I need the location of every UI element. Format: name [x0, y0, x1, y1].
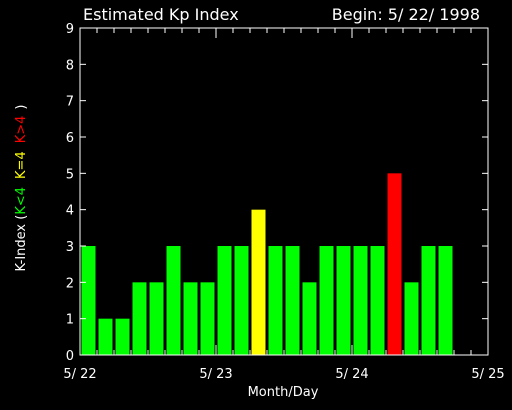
y-axis-label-prefix: K-Index (: [14, 215, 29, 272]
y-axis-label-suffix: ): [14, 104, 29, 109]
y-tick-label: 9: [66, 22, 74, 37]
bar: [149, 282, 164, 355]
y-tick-label: 2: [66, 276, 74, 291]
x-tick-label: 5/ 23: [199, 367, 232, 382]
bar: [438, 246, 453, 355]
bar: [81, 246, 96, 355]
bar: [285, 246, 300, 355]
y-tick-label: 7: [66, 95, 74, 110]
bar: [353, 246, 368, 355]
bar: [268, 246, 283, 355]
bar: [251, 209, 266, 355]
x-tick-label: 5/ 25: [471, 367, 504, 382]
y-tick-label: 1: [66, 313, 74, 328]
bar: [183, 282, 198, 355]
legend-label-low: K<4: [14, 187, 29, 215]
legend-label-equal: K=4: [14, 151, 29, 179]
bar: [98, 318, 113, 355]
bar: [336, 246, 351, 355]
bar: [319, 246, 334, 355]
bars-group: [81, 173, 453, 355]
bar: [234, 246, 249, 355]
y-tick-label: 6: [66, 131, 74, 146]
bar: [370, 246, 385, 355]
y-tick-label: 4: [66, 204, 74, 219]
bar: [404, 282, 419, 355]
y-tick-label: 0: [66, 349, 74, 364]
y-tick-label: 8: [66, 58, 74, 73]
legend-label-high: K>4: [14, 116, 29, 144]
bar: [115, 318, 130, 355]
y-axis-label: K-Index (K<4 K=4 K>4): [14, 104, 29, 271]
y-ticks-group: 0 1 2 3 4 5 6 7 8 9: [66, 22, 488, 364]
bar: [217, 246, 232, 355]
y-tick-label: 5: [66, 167, 74, 182]
bar: [302, 282, 317, 355]
x-tick-label: 5/ 22: [63, 367, 96, 382]
bar: [200, 282, 215, 355]
x-ticks-group: 5/ 22 5/ 23 5/ 24 5/ 25: [63, 28, 505, 382]
bar: [132, 282, 147, 355]
begin-date-label: Begin: 5/ 22/ 1998: [332, 5, 480, 24]
x-axis-label: Month/Day: [248, 385, 319, 400]
bar: [387, 173, 402, 355]
y-tick-label: 3: [66, 240, 74, 255]
bar: [166, 246, 181, 355]
bar: [421, 246, 436, 355]
chart-title: Estimated Kp Index: [83, 5, 239, 24]
x-tick-label: 5/ 24: [335, 367, 368, 382]
